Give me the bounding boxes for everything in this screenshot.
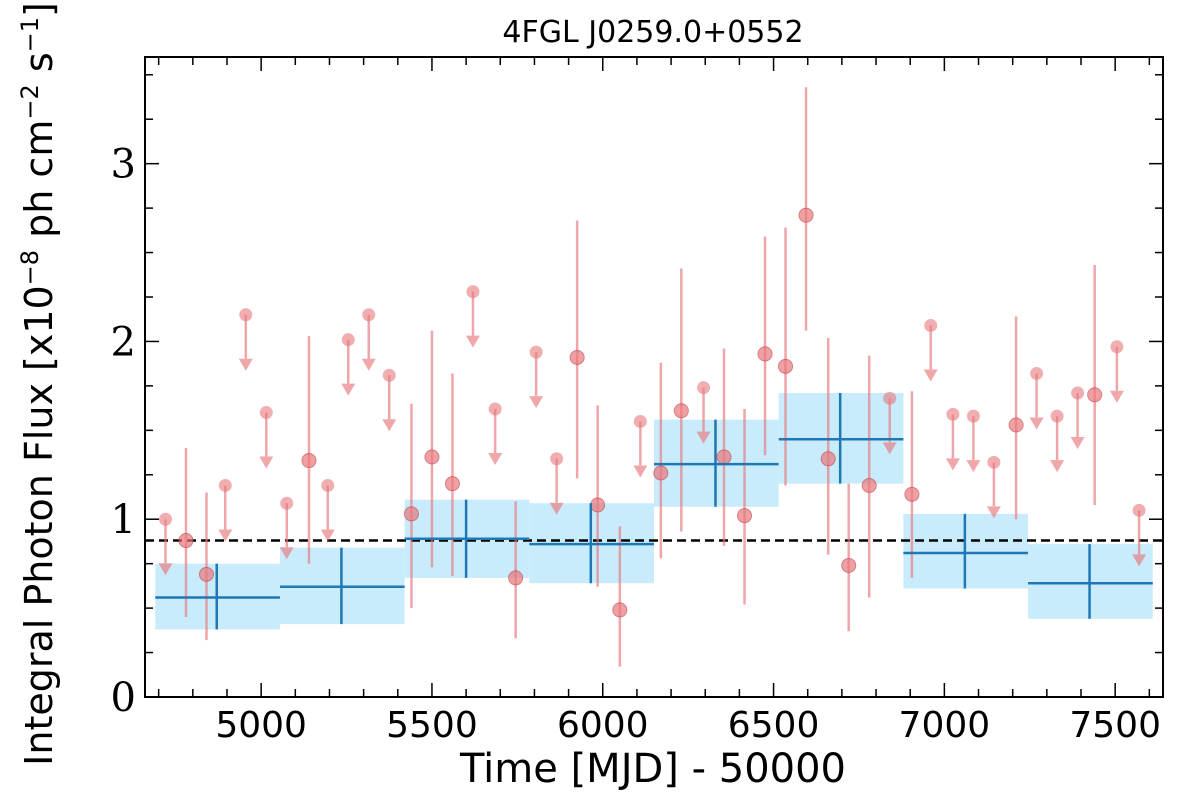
detection-point bbox=[424, 449, 440, 465]
upper-limit-arrow-head bbox=[549, 502, 564, 515]
detection-point bbox=[198, 566, 214, 582]
upper-limit-arrow-head bbox=[529, 396, 544, 409]
upper-limit-point bbox=[529, 345, 543, 359]
upper-limit-arrow-head bbox=[945, 458, 960, 471]
detection-point bbox=[590, 497, 606, 513]
upper-limit-point bbox=[987, 455, 1001, 469]
x-tick-label: 5500 bbox=[386, 705, 478, 746]
upper-limit-arrow-head bbox=[986, 506, 1001, 519]
upper-limit-point bbox=[466, 285, 480, 299]
upper-limit-point bbox=[218, 478, 232, 492]
upper-limit-point bbox=[633, 414, 647, 428]
upper-limit-arrow-head bbox=[966, 460, 981, 473]
detection-point bbox=[841, 557, 857, 573]
x-tick-label: 5000 bbox=[215, 705, 307, 746]
upper-limit-point bbox=[1030, 366, 1044, 380]
detection-point bbox=[798, 207, 814, 223]
upper-limit-arrow-head bbox=[923, 369, 938, 382]
detection-point bbox=[178, 533, 194, 549]
x-axis-label: Time [MJD] - 50000 bbox=[459, 746, 846, 792]
detection-point bbox=[904, 486, 920, 502]
upper-limit-arrow-head bbox=[238, 358, 253, 371]
x-tick-label: 7000 bbox=[899, 705, 991, 746]
upper-limit-arrow-head bbox=[320, 529, 335, 542]
upper-limit-arrow-head bbox=[882, 442, 897, 455]
upper-limit-arrow-head bbox=[1029, 417, 1044, 430]
y-tick-label: 0 bbox=[111, 675, 136, 721]
upper-limit-point bbox=[1110, 340, 1124, 354]
upper-limit-point bbox=[1071, 386, 1085, 400]
detection-point bbox=[1008, 417, 1024, 433]
upper-limit-arrow-head bbox=[488, 453, 503, 465]
detection-point bbox=[508, 570, 524, 586]
upper-limit-arrow-head bbox=[218, 529, 233, 542]
x-tick-label: 6000 bbox=[557, 705, 649, 746]
upper-limit-point bbox=[321, 478, 335, 492]
upper-limit-arrow-head bbox=[1132, 554, 1147, 567]
detection-point bbox=[1087, 387, 1103, 403]
upper-limit-point bbox=[280, 496, 294, 510]
y-tick-label: 3 bbox=[111, 142, 136, 188]
detection-point bbox=[778, 358, 794, 374]
upper-limit-point bbox=[883, 391, 897, 405]
detection-point bbox=[301, 453, 317, 469]
detection-point bbox=[861, 477, 877, 493]
upper-limit-arrow-head bbox=[465, 335, 480, 348]
x-tick-label: 6500 bbox=[728, 705, 820, 746]
detection-point bbox=[820, 451, 836, 467]
upper-limit-point bbox=[1132, 503, 1146, 517]
detection-point bbox=[653, 465, 669, 481]
detection-point bbox=[403, 506, 419, 522]
upper-limit-point bbox=[158, 512, 172, 526]
detection-point bbox=[737, 508, 753, 524]
detection-point bbox=[716, 449, 732, 465]
x-tick-label: 7500 bbox=[1069, 705, 1161, 746]
detection-point bbox=[612, 602, 628, 618]
plot-frame bbox=[144, 56, 1164, 698]
upper-limit-point bbox=[966, 409, 980, 423]
upper-limit-arrow-head bbox=[158, 563, 173, 576]
upper-limit-point bbox=[1050, 409, 1064, 423]
plot-area: 5000 5500 6000 6500 7000 7500 0 1 2 3 bbox=[111, 57, 1163, 746]
detection-point bbox=[757, 346, 773, 362]
y-tick-label: 2 bbox=[111, 319, 136, 365]
y-tick-label: 1 bbox=[111, 497, 136, 543]
upper-limit-arrow-head bbox=[259, 456, 274, 469]
upper-limit-arrow-head bbox=[1070, 437, 1085, 449]
chart-title: 4FGL J0259.0+0552 bbox=[502, 15, 803, 50]
upper-limit-point bbox=[259, 406, 273, 420]
upper-limit-point bbox=[924, 318, 938, 332]
detection-point bbox=[444, 476, 460, 492]
upper-limit-arrow-head bbox=[341, 383, 356, 396]
upper-limit-point bbox=[550, 452, 564, 466]
y-axis-label: Integral Photon Flux [x10−8 ph cm−2 s−1] bbox=[16, 2, 61, 766]
upper-limit-point bbox=[362, 308, 376, 322]
upper-limit-point bbox=[488, 402, 502, 416]
upper-limit-point bbox=[341, 333, 355, 347]
upper-limit-point bbox=[697, 381, 711, 395]
upper-limit-arrow-head bbox=[633, 465, 648, 478]
upper-limit-arrow-head bbox=[696, 431, 711, 444]
upper-limit-point bbox=[239, 308, 253, 322]
upper-limit-point bbox=[946, 407, 960, 421]
detection-point bbox=[673, 403, 689, 419]
upper-limit-arrow-head bbox=[1050, 460, 1065, 473]
detection-point bbox=[569, 349, 585, 365]
upper-limit-point bbox=[382, 368, 396, 382]
upper-limit-arrow-head bbox=[1109, 390, 1124, 403]
upper-limit-arrow-head bbox=[382, 419, 397, 432]
upper-limit-arrow-head bbox=[361, 358, 376, 371]
upper-limit-arrow-head bbox=[279, 547, 294, 560]
